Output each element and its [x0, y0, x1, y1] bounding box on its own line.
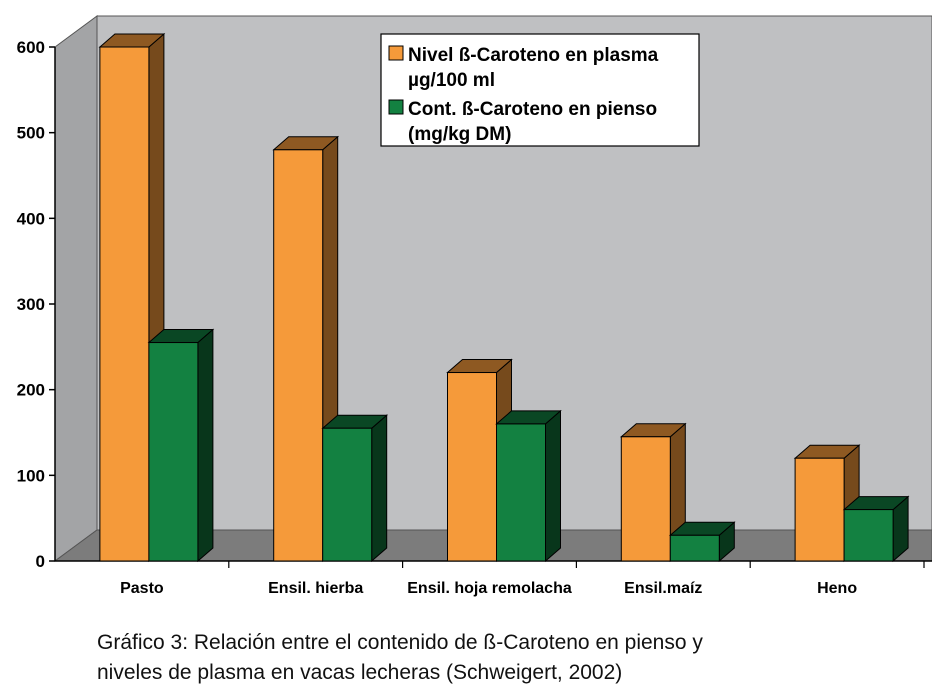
bar-front	[620, 436, 671, 562]
legend-swatch	[388, 45, 404, 61]
bar-front	[843, 509, 894, 562]
legend-label: (mg/kg DM)	[408, 124, 511, 145]
bar-front	[322, 427, 373, 562]
y-tick-label: 500	[17, 124, 45, 143]
bar-feed-1	[321, 414, 389, 563]
figure-caption: Gráfico 3: Relación entre el contenido d…	[97, 628, 897, 688]
y-tick-label: 400	[17, 209, 45, 228]
legend-box	[380, 33, 700, 147]
caption-line-2: niveles de plasma en vacas lecheras (Sch…	[97, 661, 623, 684]
bar-front	[273, 149, 324, 562]
axes: 0 100 200 300 400 500 600 Pasto Ensil. hierba Ens…	[17, 38, 932, 597]
bar-front	[99, 46, 150, 562]
bar-side	[197, 328, 214, 563]
y-tick-label: 100	[17, 466, 45, 485]
legend-label: µg/100 ml	[408, 70, 495, 91]
bar-front	[794, 457, 845, 562]
caption-line-1: Gráfico 3: Relación entre el contenido d…	[97, 631, 703, 654]
x-tick-label: Pasto	[120, 580, 164, 597]
y-tick-label: 200	[17, 381, 45, 400]
legend-label: Cont. ß-Caroteno en pienso	[408, 99, 657, 120]
y-tick-label: 600	[17, 38, 45, 57]
bar-feed-0	[147, 328, 215, 563]
bar-side	[545, 409, 561, 563]
x-tick-label: Ensil. hierba	[268, 580, 363, 597]
bar-front	[447, 372, 497, 562]
side-wall	[54, 15, 98, 562]
bars	[98, 32, 910, 563]
bar-front	[496, 423, 546, 562]
bar-feed-4	[842, 495, 910, 563]
legend: Nivel ß-Caroteno en plasma µg/100 ml Cont.…	[380, 33, 700, 147]
y-tick-label: 300	[17, 295, 45, 314]
legend-swatch	[388, 99, 404, 115]
x-tick-label: Ensil.maíz	[624, 580, 702, 597]
bar-feed-3	[668, 521, 736, 563]
bar-side	[371, 414, 388, 563]
bar-plasma-4	[793, 444, 861, 563]
bar-front	[148, 342, 199, 562]
bar-plasma-3	[619, 422, 687, 563]
bar-feed-2	[495, 409, 562, 563]
x-tick-label: Heno	[817, 580, 857, 597]
x-tick-label: Ensil. hoja remolacha	[407, 580, 572, 597]
legend-label: Nivel ß-Caroteno en plasma	[408, 45, 659, 66]
bar-front	[669, 534, 720, 562]
y-tick-label: 0	[36, 552, 45, 571]
